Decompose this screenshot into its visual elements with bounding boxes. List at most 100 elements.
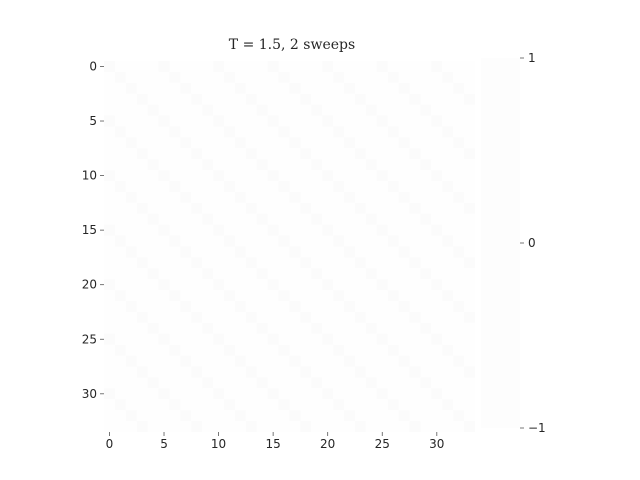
heatmap-cell — [180, 410, 192, 422]
heatmap-cell — [245, 115, 257, 127]
heatmap-cell — [289, 311, 301, 323]
heatmap-cell — [300, 377, 312, 389]
heatmap-cell — [267, 257, 279, 269]
heatmap-cell — [213, 366, 225, 378]
heatmap-cell — [311, 61, 323, 72]
heatmap-cell — [333, 388, 345, 400]
heatmap-cell — [104, 137, 115, 149]
heatmap-cell — [147, 93, 159, 105]
heatmap-cell — [104, 322, 115, 334]
heatmap-cell — [278, 366, 290, 378]
x-tick-label: 5 — [160, 437, 168, 451]
heatmap-cell — [464, 61, 475, 72]
heatmap-cell — [311, 235, 323, 247]
heatmap-cell — [398, 115, 410, 127]
heatmap-cell — [245, 290, 257, 302]
heatmap-cell — [114, 224, 126, 236]
heatmap-cell — [147, 388, 159, 400]
heatmap-cell — [322, 421, 334, 432]
heatmap-cell — [464, 104, 475, 116]
heatmap-cell — [267, 181, 279, 192]
heatmap-cell — [453, 104, 465, 116]
heatmap-cell — [136, 355, 148, 367]
heatmap-cell — [387, 71, 399, 83]
heatmap-cell — [398, 246, 410, 258]
heatmap-cell — [442, 104, 454, 116]
heatmap-cell — [147, 366, 159, 378]
heatmap-cell — [125, 268, 137, 280]
heatmap-cell — [256, 388, 268, 400]
heatmap-cell — [387, 137, 399, 149]
heatmap-cell — [245, 246, 257, 258]
heatmap-cell — [202, 224, 214, 236]
heatmap-cell — [376, 366, 388, 378]
heatmap-cell — [464, 410, 475, 422]
heatmap-cell — [398, 344, 410, 356]
heatmap-cell — [213, 104, 225, 116]
heatmap-cell — [114, 115, 126, 127]
heatmap-cell — [114, 71, 126, 83]
heatmap-cell — [267, 344, 279, 356]
heatmap-cell — [409, 333, 421, 345]
heatmap-cell — [202, 170, 214, 182]
heatmap-cell — [464, 377, 475, 389]
heatmap-cell — [322, 159, 334, 171]
heatmap-cell — [409, 93, 421, 105]
colorbar — [481, 58, 520, 428]
heatmap-cell — [180, 170, 192, 182]
heatmap-cell — [333, 61, 345, 72]
heatmap-cell — [147, 170, 159, 182]
heatmap-cell — [442, 126, 454, 138]
heatmap-cell — [409, 191, 421, 203]
heatmap-cell — [453, 311, 465, 323]
heatmap-cell — [114, 421, 126, 432]
heatmap-cell — [300, 71, 312, 83]
heatmap-cell — [431, 126, 443, 138]
heatmap-cell — [289, 246, 301, 258]
colorbar-ticks: 1 0 −1 — [520, 51, 546, 435]
heatmap-cell — [224, 181, 235, 192]
heatmap-cell — [289, 268, 301, 280]
heatmap-cell — [289, 235, 301, 247]
heatmap-cell — [387, 148, 399, 160]
heatmap-cell — [333, 170, 345, 182]
heatmap-cell — [354, 301, 366, 312]
heatmap-cell — [464, 388, 475, 400]
heatmap-cell — [344, 159, 355, 171]
heatmap-cell — [464, 268, 475, 280]
heatmap-cell — [322, 213, 334, 225]
heatmap-cell — [169, 399, 181, 411]
heatmap-cell — [104, 268, 115, 280]
heatmap-cell — [387, 213, 399, 225]
heatmap-cell — [245, 224, 257, 236]
heatmap-cell — [354, 137, 366, 149]
heatmap-cell — [202, 388, 214, 400]
heatmap-cell — [289, 61, 301, 72]
heatmap-cell — [267, 268, 279, 280]
heatmap-cell — [256, 246, 268, 258]
heatmap-cell — [136, 213, 148, 225]
heatmap-cell — [398, 410, 410, 422]
heatmap-cell — [420, 355, 432, 367]
heatmap-cell — [267, 137, 279, 149]
heatmap-cell — [125, 377, 137, 389]
heatmap-cells — [104, 61, 475, 432]
heatmap-cell — [158, 202, 170, 214]
heatmap-cell — [267, 104, 279, 116]
heatmap-cell — [267, 170, 279, 182]
heatmap-cell — [420, 410, 432, 422]
heatmap-cell — [234, 137, 246, 149]
heatmap-cell — [409, 388, 421, 400]
heatmap-cell — [267, 126, 279, 138]
heatmap-cell — [300, 137, 312, 149]
heatmap-cell — [224, 82, 235, 94]
heatmap-cell — [453, 82, 465, 94]
heatmap-cell — [344, 366, 355, 378]
heatmap-cell — [180, 61, 192, 72]
heatmap-cell — [180, 333, 192, 345]
heatmap-cell — [125, 202, 137, 214]
heatmap-cell — [311, 311, 323, 323]
heatmap-cell — [409, 115, 421, 127]
heatmap-cell — [158, 410, 170, 422]
heatmap-cell — [104, 170, 115, 182]
